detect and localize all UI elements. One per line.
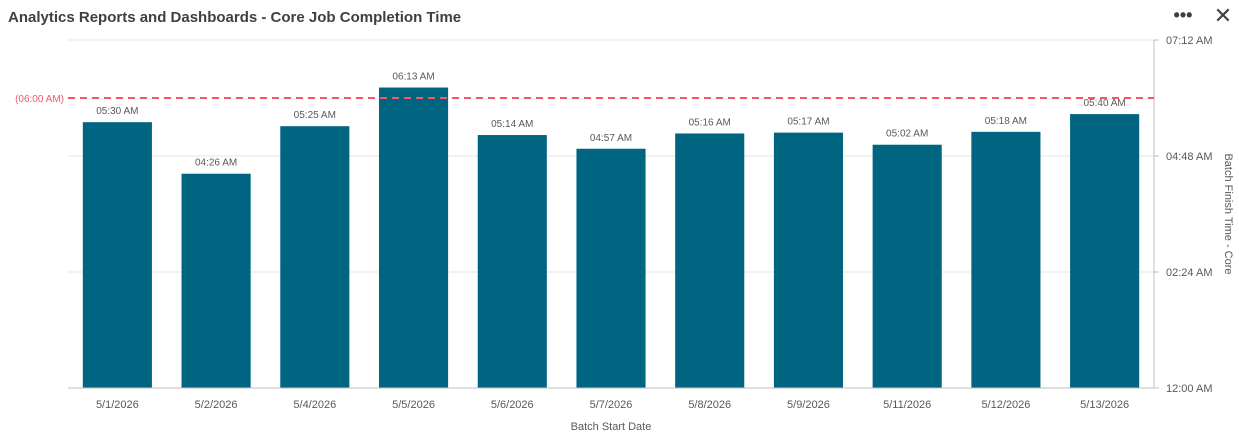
bar[interactable] bbox=[280, 126, 350, 388]
x-tick-label: 5/13/2026 bbox=[1080, 399, 1129, 411]
x-tick-label: 5/9/2026 bbox=[787, 399, 830, 411]
bar-data-label: 06:13 AM bbox=[392, 72, 434, 83]
reference-line-label: (06:00 AM) bbox=[15, 94, 64, 105]
bar-data-label: 05:40 AM bbox=[1084, 98, 1126, 109]
x-tick-label: 5/1/2026 bbox=[96, 399, 139, 411]
bar[interactable] bbox=[971, 131, 1041, 389]
x-tick-labels: 5/1/2026 5/2/2026 5/4/2026 5/5/2026 5/6/2026… bbox=[96, 399, 1129, 411]
y-tick-label: 07:12 AM bbox=[1166, 35, 1212, 47]
x-tick-label: 5/5/2026 bbox=[392, 399, 435, 411]
bar[interactable] bbox=[181, 173, 251, 388]
y-tick-label: 04:48 AM bbox=[1166, 151, 1212, 163]
reference-line-group: (06:00 AM) bbox=[15, 94, 1154, 105]
bar[interactable] bbox=[378, 87, 449, 389]
bar[interactable] bbox=[675, 133, 745, 388]
x-tick-label: 5/8/2026 bbox=[688, 399, 731, 411]
bar[interactable] bbox=[576, 148, 646, 388]
bar-data-labels: 05:30 AM 04:26 AM 05:25 AM 06:13 AM 05:14 AM… bbox=[96, 72, 1126, 169]
bar[interactable] bbox=[773, 132, 844, 388]
bar-series bbox=[82, 87, 1140, 389]
bar[interactable] bbox=[1070, 114, 1140, 388]
bar-data-label: 05:17 AM bbox=[787, 117, 829, 128]
y-axis-label: Batch Finish Time - Core bbox=[1222, 153, 1234, 274]
x-tick-label: 5/2/2026 bbox=[195, 399, 238, 411]
y-tick-labels: 12:00 AM 02:24 AM 04:48 AM 07:12 AM bbox=[1154, 35, 1212, 395]
x-tick-label: 5/6/2026 bbox=[491, 399, 534, 411]
bar-data-label: 05:18 AM bbox=[985, 116, 1027, 127]
x-tick-label: 5/7/2026 bbox=[590, 399, 633, 411]
x-tick-label: 5/11/2026 bbox=[883, 399, 931, 411]
x-tick-label: 5/12/2026 bbox=[981, 399, 1030, 411]
bar-data-label: 05:16 AM bbox=[689, 117, 731, 128]
close-icon[interactable]: ✕ bbox=[1213, 3, 1233, 28]
page-title: Analytics Reports and Dashboards - Core … bbox=[8, 9, 462, 26]
bar-data-label: 05:30 AM bbox=[96, 106, 138, 117]
bar[interactable] bbox=[477, 135, 547, 388]
y-tick-label: 12:00 AM bbox=[1166, 383, 1212, 395]
bar-data-label: 05:14 AM bbox=[491, 119, 533, 130]
y-tick-label: 02:24 AM bbox=[1166, 267, 1212, 279]
bar-data-label: 05:02 AM bbox=[886, 129, 928, 140]
bar-data-label: 04:26 AM bbox=[195, 158, 237, 169]
bar[interactable] bbox=[872, 144, 942, 388]
more-icon[interactable]: ••• bbox=[1173, 5, 1193, 25]
bar-data-label: 04:57 AM bbox=[590, 133, 632, 144]
x-tick-label: 5/4/2026 bbox=[293, 399, 336, 411]
x-axis-label: Batch Start Date bbox=[571, 421, 652, 433]
bar-data-label: 05:25 AM bbox=[294, 110, 336, 121]
bar[interactable] bbox=[82, 122, 152, 389]
